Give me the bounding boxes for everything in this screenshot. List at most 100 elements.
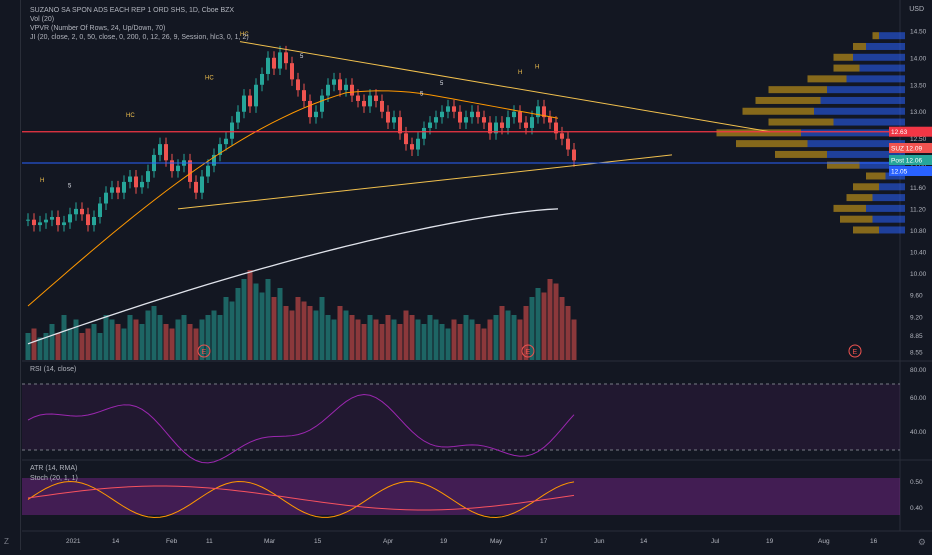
volume-bar (181, 315, 187, 360)
vpvr-bar-down (736, 140, 808, 148)
volume-bar (241, 279, 247, 360)
vpvr-bar-down (768, 86, 827, 94)
price-badge (889, 143, 932, 153)
volume-bar (223, 297, 229, 360)
volume-bar (175, 319, 181, 360)
gear-icon[interactable]: ⚙ (917, 537, 926, 547)
candle-body (542, 106, 546, 118)
volume-bar (115, 324, 121, 360)
vpvr-bar-up (866, 42, 905, 50)
volume-bar (31, 328, 37, 360)
indicator-vol[interactable]: Vol (20) (30, 16, 55, 23)
volume-bar (511, 315, 517, 360)
time-tick-label: 14 (112, 538, 120, 545)
time-tick-label: 15 (314, 538, 322, 545)
candle-body (62, 222, 66, 226)
candle-body (158, 144, 162, 155)
candle-body (254, 84, 258, 107)
indicator-vpvr[interactable]: VPVR (Number Of Rows, 24, Up/Down, 70) (30, 25, 166, 32)
earnings-marker-label: E (853, 349, 858, 356)
candle-body (488, 122, 492, 134)
vpvr-bar-up (879, 226, 905, 234)
time-tick-label: 14 (640, 538, 648, 545)
candle-body (80, 208, 84, 215)
volume-bar (247, 270, 253, 360)
volume-bar (481, 328, 487, 360)
candle-body (554, 122, 558, 134)
volume-bar (211, 310, 217, 360)
candle-body (566, 138, 570, 150)
volume-bar (427, 315, 433, 360)
candle-body (536, 106, 540, 118)
candle-label: HC (240, 32, 249, 38)
indicator-ji[interactable]: JI (20, close, 2, 0, 50, close, 0, 200, … (30, 34, 249, 41)
volume-bar (433, 319, 439, 360)
vpvr-bar-down (833, 64, 860, 72)
volume-bar (313, 310, 319, 360)
candle-label: 5 (68, 183, 72, 189)
candle-body (146, 171, 150, 182)
price-badge-label: SUZ 12.09 (891, 146, 922, 153)
candle-body (242, 95, 246, 112)
volume-bar (73, 319, 79, 360)
volume-bar (499, 306, 505, 360)
price-tick-label: 9.20 (910, 314, 923, 321)
candle-body (140, 181, 144, 188)
volume-bar (139, 324, 145, 360)
atr-pane-label[interactable]: ATR (14, RMA) (30, 465, 78, 472)
time-tick-label: Apr (383, 538, 394, 545)
rsi-pane-label[interactable]: RSI (14, close) (30, 366, 77, 373)
candle-body (122, 181, 126, 193)
price-badge (889, 166, 932, 176)
vpvr-bar-up (872, 194, 905, 202)
rsi-band (22, 384, 900, 450)
volume-bar (103, 315, 109, 360)
volume-bar (505, 310, 511, 360)
volume-bar (37, 337, 43, 360)
candle-body (434, 117, 438, 123)
candle-body (500, 122, 504, 128)
zoom-reset-icon[interactable]: Z (4, 537, 9, 546)
candle-body (134, 176, 138, 188)
vpvr-bar-up (853, 53, 905, 61)
stoch-pane-label[interactable]: Stoch (20, 1, 1) (30, 475, 78, 482)
volume-bar (277, 288, 283, 360)
candle-body (110, 187, 114, 193)
candle-body (518, 111, 522, 123)
volume-bar (349, 315, 355, 360)
candle-body (44, 219, 48, 223)
volume-bar (403, 310, 409, 360)
candle-body (350, 84, 354, 96)
vpvr-bar-down (866, 172, 886, 180)
candle-body (32, 219, 36, 226)
candle-body (296, 79, 300, 91)
volume-bar (271, 297, 277, 360)
currency-label[interactable]: USD (909, 6, 924, 13)
vpvr-bar-up (820, 96, 905, 104)
volume-bar (199, 319, 205, 360)
vpvr-bar-up (833, 118, 905, 126)
candle-body (284, 52, 288, 64)
volume-bar (325, 315, 331, 360)
candle-body (344, 84, 348, 91)
volume-bar (151, 306, 157, 360)
left-toolbar (0, 0, 21, 550)
candle-body (398, 117, 402, 134)
volume-bar (385, 315, 391, 360)
volume-bar (67, 328, 73, 360)
vpvr-bar-up (814, 107, 905, 115)
time-tick-label: 2021 (66, 538, 81, 545)
price-tick-label: 12.50 (910, 136, 927, 143)
vpvr-bar-down (853, 226, 879, 234)
volume-bar (49, 324, 55, 360)
earnings-marker-label: E (202, 349, 207, 356)
volume-bar (553, 283, 559, 360)
candle-body (338, 79, 342, 91)
candle-body (74, 208, 78, 215)
candle-body (236, 111, 240, 123)
symbol-title[interactable]: SUZANO SA SPON ADS EACH REP 1 ORD SHS, 1… (30, 7, 235, 14)
volume-bar (193, 328, 199, 360)
candle-body (212, 154, 216, 166)
